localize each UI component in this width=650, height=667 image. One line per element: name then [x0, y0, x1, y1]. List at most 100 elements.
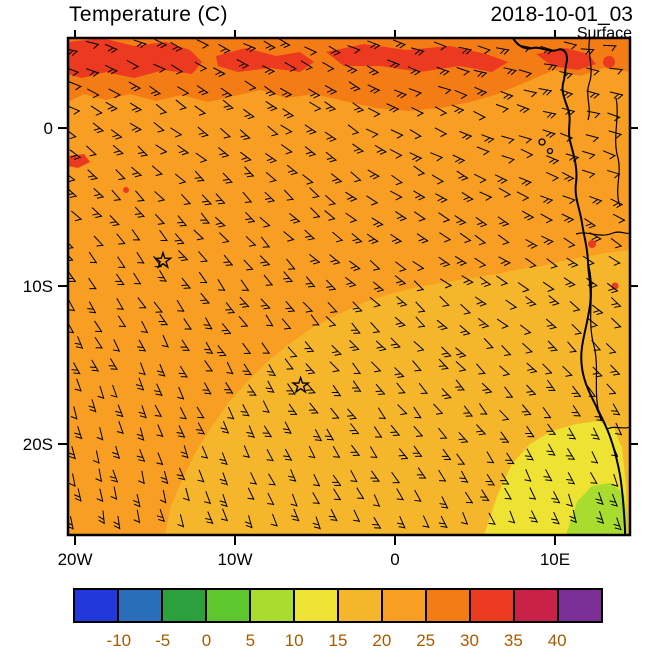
wind-barb: [68, 105, 81, 115]
wind-barb: [397, 404, 408, 416]
colorbar-swatch: [471, 590, 515, 621]
wind-barb: [68, 171, 76, 183]
wind-barb: [591, 304, 604, 316]
wind-barb: [236, 58, 249, 69]
wind-barb: [215, 193, 226, 205]
wind-barb: [398, 448, 409, 460]
wind-barb: [433, 41, 447, 51]
wind-barb: [439, 232, 452, 243]
wind-barb: [71, 210, 83, 222]
wind-barb: [347, 124, 360, 135]
wind-barb: [262, 400, 270, 414]
wind-barb: [582, 169, 596, 179]
wind-barb: [131, 229, 141, 241]
region-30-35C: [603, 56, 615, 68]
wind-barb: [325, 279, 337, 291]
wind-barb: [279, 87, 293, 98]
wind-barb: [370, 322, 381, 334]
wind-barb: [313, 474, 321, 487]
wind-barb: [74, 488, 82, 502]
wind-barb: [109, 215, 120, 227]
wind-barb: [141, 320, 149, 334]
wind-barb: [204, 511, 214, 525]
wind-barb: [154, 404, 162, 418]
wind-barb: [610, 317, 622, 329]
wind-barb: [200, 212, 210, 224]
wind-barb: [416, 467, 427, 479]
wind-barb: [386, 103, 400, 113]
wind-barb: [390, 337, 401, 349]
wind-barb: [170, 41, 183, 52]
wind-barb: [304, 229, 315, 241]
wind-barb: [546, 423, 557, 436]
wind-barb: [96, 488, 104, 503]
wind-barb: [567, 341, 577, 353]
wind-barb: [521, 210, 535, 221]
wind-barb: [459, 470, 469, 483]
wind-barb: [198, 271, 208, 284]
wind-barb: [479, 191, 493, 201]
wind-barb: [610, 364, 621, 376]
colorbar-tick-label: 5: [245, 631, 256, 650]
wind-barb: [370, 470, 380, 482]
wind-barb: [505, 452, 515, 465]
wind-barb: [176, 300, 185, 313]
wind-barb: [422, 515, 430, 529]
wind-barb: [350, 470, 358, 483]
wind-barb: [352, 102, 364, 113]
wind-barb: [178, 250, 189, 262]
wind-barb: [409, 152, 423, 162]
wind-barb: [479, 403, 488, 415]
wind-barb: [344, 64, 358, 74]
wind-barb: [149, 85, 161, 97]
wind-barb: [249, 472, 257, 485]
wind-barb: [133, 39, 147, 49]
wind-barb: [439, 496, 449, 509]
wind-barb: [615, 422, 623, 436]
wind-barb: [88, 399, 97, 413]
wind-barb: [245, 235, 257, 247]
wind-barb: [498, 187, 511, 198]
colorbar-swatch: [75, 590, 119, 621]
wind-barb: [391, 471, 400, 484]
wind-barb: [132, 494, 141, 508]
wind-barb: [219, 232, 230, 244]
wind-barb: [353, 509, 361, 523]
wind-barb: [396, 296, 408, 307]
wind-barb: [247, 487, 255, 501]
wind-barb: [413, 280, 425, 292]
wind-barb: [586, 90, 600, 99]
wind-barb: [605, 342, 617, 354]
wind-barb: [134, 206, 145, 218]
temperature-field: [68, 38, 630, 535]
colorbar-labels: -10 -5 0 5 10 15 20 25 30 35 40: [73, 631, 603, 655]
wind-barb: [367, 40, 381, 50]
colorbar-tick-label: 30: [460, 631, 479, 650]
wind-barb: [265, 314, 274, 327]
wind-barb: [224, 382, 234, 394]
wind-barb: [411, 106, 424, 117]
wind-barb: [389, 149, 403, 159]
wind-barb: [324, 84, 338, 95]
wind-barb: [266, 449, 274, 462]
wind-barb: [246, 425, 255, 439]
wind-barb: [110, 129, 123, 140]
plot-title: Temperature (C): [69, 3, 228, 26]
wind-barb: [242, 342, 252, 355]
wind-barb: [196, 39, 209, 49]
wind-barb: [287, 469, 297, 482]
colorbar-swatch: [559, 590, 601, 621]
wind-barb: [331, 384, 342, 397]
wind-barb: [93, 235, 104, 247]
colorbar-swatch: [251, 590, 295, 621]
wind-barb: [350, 444, 360, 457]
wind-barb: [436, 66, 450, 76]
wind-barb: [331, 344, 342, 356]
wind-barb: [541, 235, 554, 246]
wind-barb: [286, 164, 298, 176]
wind-barb: [377, 407, 387, 420]
wind-barb: [365, 128, 379, 138]
wind-barb: [177, 514, 185, 528]
wind-barb: [538, 87, 552, 96]
wind-barb: [220, 87, 233, 98]
